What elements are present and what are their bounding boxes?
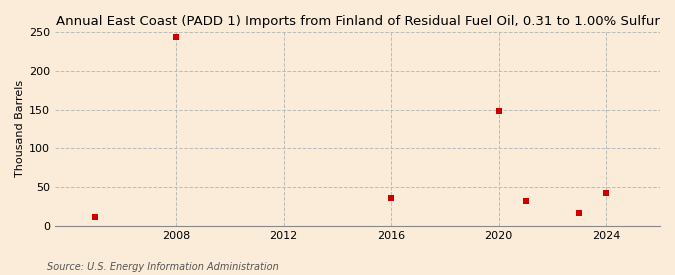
Title: Annual East Coast (PADD 1) Imports from Finland of Residual Fuel Oil, 0.31 to 1.: Annual East Coast (PADD 1) Imports from … [55, 15, 659, 28]
Text: Source: U.S. Energy Information Administration: Source: U.S. Energy Information Administ… [47, 262, 279, 272]
Y-axis label: Thousand Barrels: Thousand Barrels [15, 80, 25, 177]
